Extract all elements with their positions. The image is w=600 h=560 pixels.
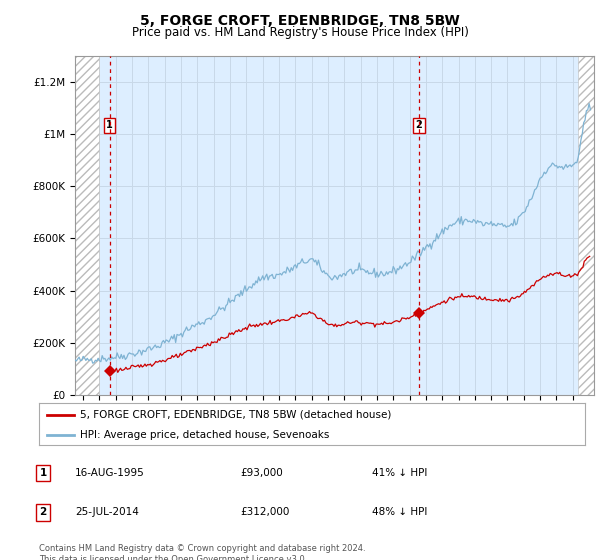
Text: £93,000: £93,000 <box>240 468 283 478</box>
Text: £312,000: £312,000 <box>240 507 289 517</box>
Text: 2: 2 <box>40 507 47 517</box>
Text: Contains HM Land Registry data © Crown copyright and database right 2024.
This d: Contains HM Land Registry data © Crown c… <box>39 544 365 560</box>
Text: 41% ↓ HPI: 41% ↓ HPI <box>372 468 427 478</box>
Text: HPI: Average price, detached house, Sevenoaks: HPI: Average price, detached house, Seve… <box>80 430 329 440</box>
Text: 1: 1 <box>40 468 47 478</box>
Text: 48% ↓ HPI: 48% ↓ HPI <box>372 507 427 517</box>
Text: 25-JUL-2014: 25-JUL-2014 <box>75 507 139 517</box>
Bar <box>75 56 100 395</box>
Bar <box>578 56 594 395</box>
Text: 2: 2 <box>415 120 422 130</box>
Text: Price paid vs. HM Land Registry's House Price Index (HPI): Price paid vs. HM Land Registry's House … <box>131 26 469 39</box>
Text: 5, FORGE CROFT, EDENBRIDGE, TN8 5BW: 5, FORGE CROFT, EDENBRIDGE, TN8 5BW <box>140 14 460 28</box>
Text: 5, FORGE CROFT, EDENBRIDGE, TN8 5BW (detached house): 5, FORGE CROFT, EDENBRIDGE, TN8 5BW (det… <box>80 409 391 419</box>
Text: 1: 1 <box>106 120 113 130</box>
Text: 16-AUG-1995: 16-AUG-1995 <box>75 468 145 478</box>
